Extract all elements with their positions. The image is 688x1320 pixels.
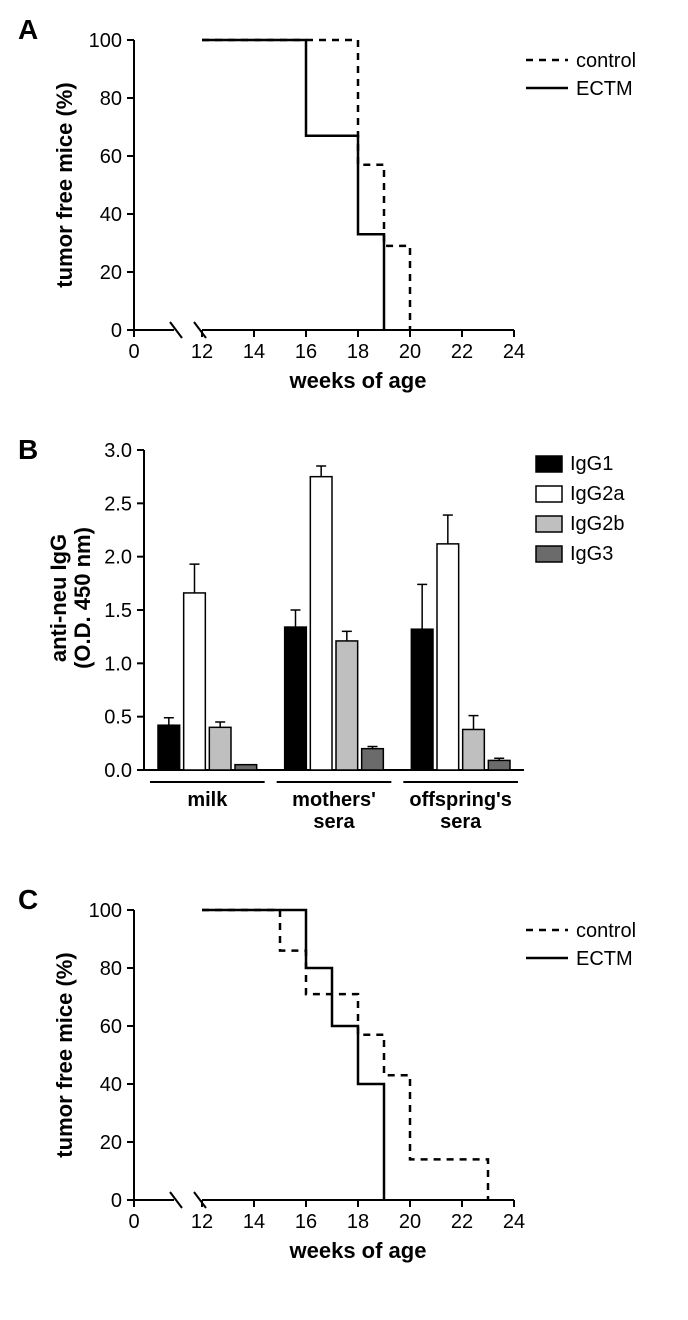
panel-a: A 0 20 40 60 80 100 tumor free mice (%) 0 12 14 16… — [0, 10, 688, 410]
svg-text:20: 20 — [399, 341, 421, 363]
svg-text:offspring's: offspring's — [409, 789, 512, 811]
svg-text:24: 24 — [503, 341, 525, 363]
svg-text:40: 40 — [100, 1074, 122, 1096]
panel-c-svg: 0 20 40 60 80 100 tumor free mice (%) 0 12 14 16 18… — [24, 880, 664, 1280]
svg-text:24: 24 — [503, 1211, 525, 1233]
svg-text:0: 0 — [128, 1211, 139, 1233]
svg-text:14: 14 — [243, 1211, 265, 1233]
svg-text:20: 20 — [100, 1132, 122, 1154]
svg-text:0: 0 — [128, 341, 139, 363]
svg-text:14: 14 — [243, 341, 265, 363]
svg-text:0.5: 0.5 — [104, 707, 132, 729]
svg-text:milk: milk — [187, 789, 228, 811]
panel-c-label: C — [18, 884, 38, 916]
svg-text:22: 22 — [451, 341, 473, 363]
svg-text:16: 16 — [295, 341, 317, 363]
svg-text:12: 12 — [191, 1211, 213, 1233]
svg-text:weeks of age: weeks of age — [289, 1238, 427, 1263]
svg-text:tumor free mice (%): tumor free mice (%) — [52, 952, 77, 1157]
svg-text:3.0: 3.0 — [104, 440, 132, 462]
svg-text:20: 20 — [399, 1211, 421, 1233]
panel-a-svg: 0 20 40 60 80 100 tumor free mice (%) 0 12 14 16 18… — [24, 10, 664, 410]
svg-text:1.0: 1.0 — [104, 653, 132, 675]
svg-text:IgG2a: IgG2a — [570, 483, 625, 505]
svg-text:80: 80 — [100, 958, 122, 980]
svg-text:16: 16 — [295, 1211, 317, 1233]
svg-text:ECTM: ECTM — [576, 948, 633, 970]
panel-b-label: B — [18, 434, 38, 466]
svg-text:1.5: 1.5 — [104, 600, 132, 622]
svg-text:2.0: 2.0 — [104, 547, 132, 569]
svg-text:ECTM: ECTM — [576, 78, 633, 100]
svg-text:sera: sera — [440, 811, 482, 833]
svg-text:(O.D. 450 nm): (O.D. 450 nm) — [70, 527, 95, 669]
svg-text:0: 0 — [111, 320, 122, 342]
svg-text:sera: sera — [313, 811, 355, 833]
svg-text:22: 22 — [451, 1211, 473, 1233]
panel-b-svg: 0.0 0.5 1.0 1.5 2.0 2.5 3.0 anti-neu IgG(O.D. 4… — [24, 430, 664, 860]
svg-text:tumor free mice (%): tumor free mice (%) — [52, 82, 77, 287]
svg-text:IgG1: IgG1 — [570, 453, 613, 475]
svg-text:anti-neu IgG: anti-neu IgG — [46, 534, 71, 662]
panel-c: C 0 20 40 60 80 100 tumor free mice (%) 0 12 14 16… — [0, 880, 688, 1280]
svg-text:18: 18 — [347, 341, 369, 363]
svg-text:0.0: 0.0 — [104, 760, 132, 782]
svg-text:100: 100 — [89, 30, 122, 52]
svg-text:12: 12 — [191, 341, 213, 363]
svg-text:control: control — [576, 920, 636, 942]
svg-text:18: 18 — [347, 1211, 369, 1233]
svg-text:100: 100 — [89, 900, 122, 922]
svg-text:60: 60 — [100, 1016, 122, 1038]
svg-text:40: 40 — [100, 204, 122, 226]
svg-text:60: 60 — [100, 146, 122, 168]
svg-text:0: 0 — [111, 1190, 122, 1212]
panel-a-label: A — [18, 14, 38, 46]
svg-text:2.5: 2.5 — [104, 493, 132, 515]
svg-text:weeks of age: weeks of age — [289, 368, 427, 393]
svg-text:80: 80 — [100, 88, 122, 110]
svg-text:IgG3: IgG3 — [570, 543, 613, 565]
svg-text:mothers': mothers' — [292, 789, 376, 811]
panel-b: B 0.0 0.5 1.0 1.5 2.0 2.5 3.0 anti-neu IgG(O.D.… — [0, 430, 688, 860]
svg-text:20: 20 — [100, 262, 122, 284]
figure-container: A 0 20 40 60 80 100 tumor free mice (%) 0 12 14 16… — [0, 0, 688, 1320]
svg-text:IgG2b: IgG2b — [570, 513, 624, 535]
svg-text:control: control — [576, 50, 636, 72]
